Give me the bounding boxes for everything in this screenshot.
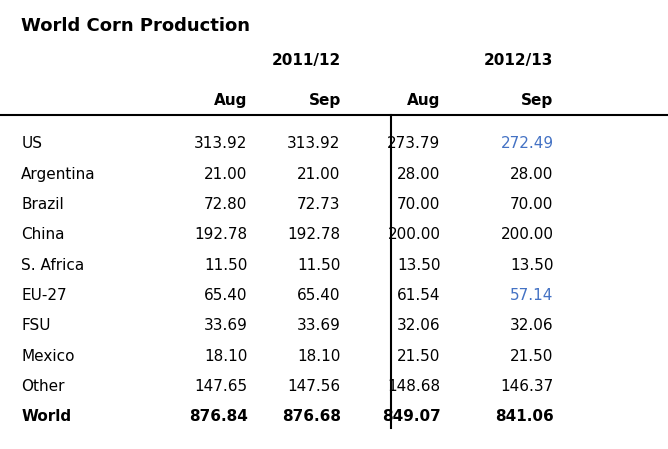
Text: 72.73: 72.73: [297, 197, 341, 212]
Text: 11.50: 11.50: [204, 258, 248, 273]
Text: EU-27: EU-27: [21, 288, 67, 303]
Text: 32.06: 32.06: [397, 318, 440, 333]
Text: 192.78: 192.78: [194, 227, 248, 242]
Text: Sep: Sep: [309, 93, 341, 108]
Text: 313.92: 313.92: [194, 136, 248, 151]
Text: 192.78: 192.78: [287, 227, 341, 242]
Text: 147.65: 147.65: [194, 379, 248, 394]
Text: 146.37: 146.37: [500, 379, 554, 394]
Text: Argentina: Argentina: [21, 167, 96, 181]
Text: S. Africa: S. Africa: [21, 258, 85, 273]
Text: World: World: [21, 409, 71, 424]
Text: Sep: Sep: [521, 93, 554, 108]
Text: FSU: FSU: [21, 318, 51, 333]
Text: 33.69: 33.69: [204, 318, 248, 333]
Text: 849.07: 849.07: [381, 409, 440, 424]
Text: 72.80: 72.80: [204, 197, 248, 212]
Text: 200.00: 200.00: [500, 227, 554, 242]
Text: 33.69: 33.69: [297, 318, 341, 333]
Text: 28.00: 28.00: [510, 167, 554, 181]
Text: Other: Other: [21, 379, 65, 394]
Text: 273.79: 273.79: [387, 136, 440, 151]
Text: 28.00: 28.00: [397, 167, 440, 181]
Text: 13.50: 13.50: [397, 258, 440, 273]
Text: 57.14: 57.14: [510, 288, 554, 303]
Text: 70.00: 70.00: [397, 197, 440, 212]
Text: 148.68: 148.68: [387, 379, 440, 394]
Text: 18.10: 18.10: [204, 348, 248, 364]
Text: US: US: [21, 136, 42, 151]
Text: 13.50: 13.50: [510, 258, 554, 273]
Text: World Corn Production: World Corn Production: [21, 17, 250, 35]
Text: China: China: [21, 227, 65, 242]
Text: 313.92: 313.92: [287, 136, 341, 151]
Text: 21.00: 21.00: [297, 167, 341, 181]
Text: Brazil: Brazil: [21, 197, 64, 212]
Text: 21.50: 21.50: [397, 348, 440, 364]
Text: 2011/12: 2011/12: [271, 53, 341, 68]
Text: 61.54: 61.54: [397, 288, 440, 303]
Text: Aug: Aug: [214, 93, 248, 108]
Text: 18.10: 18.10: [297, 348, 341, 364]
Text: 11.50: 11.50: [297, 258, 341, 273]
Text: 147.56: 147.56: [287, 379, 341, 394]
Text: Aug: Aug: [407, 93, 440, 108]
Text: 32.06: 32.06: [510, 318, 554, 333]
Text: 21.50: 21.50: [510, 348, 554, 364]
Text: 876.68: 876.68: [282, 409, 341, 424]
Text: 200.00: 200.00: [387, 227, 440, 242]
Text: 70.00: 70.00: [510, 197, 554, 212]
Text: 272.49: 272.49: [500, 136, 554, 151]
Text: 876.84: 876.84: [188, 409, 248, 424]
Text: 21.00: 21.00: [204, 167, 248, 181]
Text: 841.06: 841.06: [495, 409, 554, 424]
Text: 2012/13: 2012/13: [484, 53, 554, 68]
Text: Mexico: Mexico: [21, 348, 75, 364]
Text: 65.40: 65.40: [297, 288, 341, 303]
Text: 65.40: 65.40: [204, 288, 248, 303]
